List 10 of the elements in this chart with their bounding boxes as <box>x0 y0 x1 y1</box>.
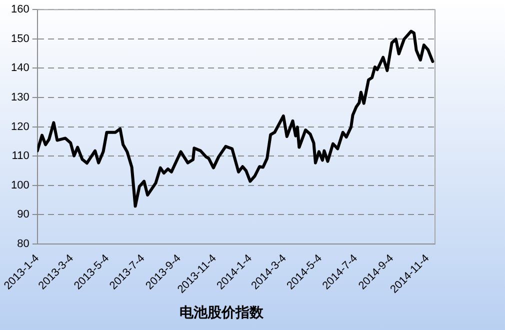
y-tick-label: 160 <box>10 4 30 16</box>
y-tick-label: 80 <box>17 238 30 250</box>
y-tick-label: 150 <box>10 32 30 45</box>
y-tick-label: 110 <box>12 150 30 162</box>
y-tick-label: 120 <box>10 120 30 133</box>
y-tick-label: 130 <box>10 92 30 104</box>
text: 电池股价指数 <box>180 305 264 322</box>
y-tick-label: 100 <box>10 179 30 192</box>
y-tick-label: 90 <box>17 208 30 221</box>
y-tick-label: 140 <box>10 62 30 74</box>
